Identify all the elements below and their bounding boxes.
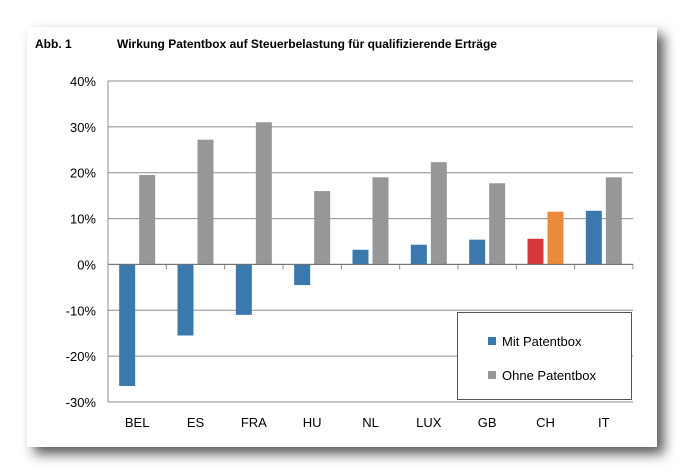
bar-mit-bel <box>119 264 136 386</box>
bar-ohne-gb <box>489 183 506 265</box>
bar-ohne-lux <box>430 162 447 265</box>
figure-label: Abb. 1 <box>35 37 72 51</box>
bar-ohne-fra <box>255 122 272 265</box>
figure-card: Abb. 1 Wirkung Patentbox auf Steuerbelas… <box>27 27 657 447</box>
bar-chart: -30% -20% -10% 0% 10% 20% 30% 40% BEL ES FRA HU NL LU… <box>66 74 634 430</box>
legend-swatch-ohne <box>488 371 496 379</box>
x-tick-label: GB <box>478 415 497 430</box>
legend-item-ohne: Ohne Patentbox <box>488 368 596 383</box>
bar-ohne-es <box>197 139 214 265</box>
y-tick-label: 30% <box>70 120 96 135</box>
x-tick-label: HU <box>303 415 322 430</box>
y-tick-label: 40% <box>70 74 96 89</box>
bar-ohne-it <box>605 177 622 265</box>
bar-mit-lux <box>410 244 427 265</box>
bar-mit-fra <box>235 264 252 315</box>
x-tick-label: NL <box>362 415 379 430</box>
bar-mit-ch <box>527 238 544 265</box>
y-tick-label: 20% <box>70 166 96 181</box>
x-tick-label: FRA <box>241 415 267 430</box>
legend-label-mit: Mit Patentbox <box>502 334 582 349</box>
bar-mit-gb <box>469 239 486 265</box>
y-tick-label: 10% <box>70 212 96 227</box>
x-tick-label: CH <box>536 415 555 430</box>
y-tick-label: -30% <box>66 395 97 410</box>
y-tick-label: 0% <box>77 257 96 272</box>
y-tick-label: -10% <box>66 303 97 318</box>
legend-label-ohne: Ohne Patentbox <box>502 368 596 383</box>
legend-swatch-mit <box>488 337 496 345</box>
bar-mit-it <box>585 210 602 265</box>
x-tick-label: BEL <box>125 415 150 430</box>
y-tick-label: -20% <box>66 349 97 364</box>
bar-mit-nl <box>352 249 369 265</box>
bar-mit-es <box>177 264 194 336</box>
figure-title: Wirkung Patentbox auf Steuerbelastung fü… <box>117 37 497 51</box>
chart-legend: Mit Patentbox Ohne Patentbox <box>457 312 632 400</box>
x-tick-label: IT <box>598 415 610 430</box>
x-tick-label: LUX <box>416 415 442 430</box>
bar-ohne-hu <box>314 191 331 265</box>
bar-ohne-ch <box>547 211 564 265</box>
bar-mit-hu <box>294 264 311 286</box>
x-tick-label: ES <box>187 415 205 430</box>
bar-ohne-nl <box>372 177 389 265</box>
legend-item-mit: Mit Patentbox <box>488 334 582 349</box>
bar-ohne-bel <box>139 175 156 265</box>
